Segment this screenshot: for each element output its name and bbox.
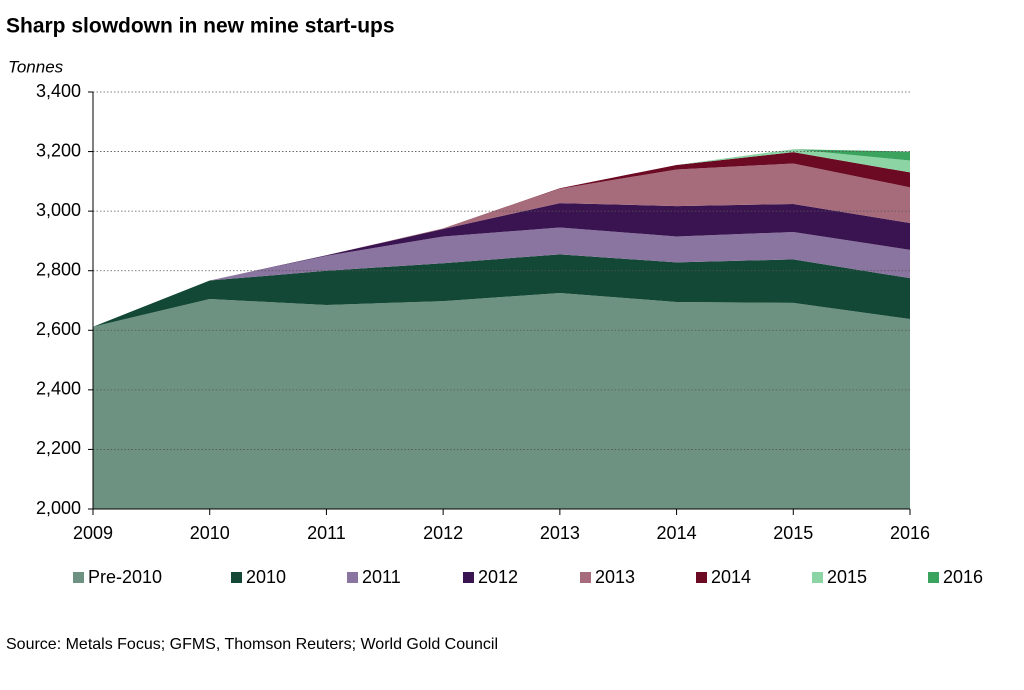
legend-label: 2015 xyxy=(827,567,867,587)
x-tick-label: 2014 xyxy=(657,523,697,543)
area xyxy=(93,293,910,509)
area xyxy=(93,254,910,327)
legend-swatch xyxy=(73,572,84,583)
x-tick-label: 2012 xyxy=(423,523,463,543)
legend-swatch xyxy=(231,572,242,583)
legend-label: 2014 xyxy=(711,567,751,587)
x-tick-label: 2016 xyxy=(890,523,930,543)
legend-label: Pre-2010 xyxy=(88,567,162,587)
source-note: Source: Metals Focus; GFMS, Thomson Reut… xyxy=(6,636,498,653)
legend-swatch xyxy=(347,572,358,583)
y-tick-label: 3,000 xyxy=(36,200,81,220)
x-tick-label: 2015 xyxy=(773,523,813,543)
legend-label: 2016 xyxy=(943,567,983,587)
y-axis-label: Tonnes xyxy=(8,57,64,76)
area xyxy=(93,203,910,327)
legend-label: 2011 xyxy=(362,567,401,587)
y-tick-label: 2,800 xyxy=(36,259,81,279)
x-tick-label: 2010 xyxy=(190,523,230,543)
area xyxy=(93,152,910,327)
x-tick-label: 2011 xyxy=(307,523,346,543)
legend-label: 2012 xyxy=(478,567,518,587)
y-tick-label: 3,200 xyxy=(36,140,81,160)
legend-swatch xyxy=(580,572,591,583)
legend-swatch xyxy=(696,572,707,583)
chart-title: Sharp slowdown in new mine start-ups xyxy=(6,15,395,38)
area xyxy=(93,163,910,327)
legend-swatch xyxy=(812,572,823,583)
legend-label: 2013 xyxy=(595,567,635,587)
legend-swatch xyxy=(928,572,939,583)
x-tick-label: 2013 xyxy=(540,523,580,543)
y-tick-label: 2,600 xyxy=(36,319,81,339)
x-tick-label: 2009 xyxy=(73,523,113,543)
area xyxy=(93,227,910,327)
legend-label: 2010 xyxy=(246,567,286,587)
y-tick-label: 2,400 xyxy=(36,379,81,399)
legend-swatch xyxy=(463,572,474,583)
y-tick-label: 2,000 xyxy=(36,498,81,518)
y-tick-label: 2,200 xyxy=(36,438,81,458)
y-tick-label: 3,400 xyxy=(36,81,81,101)
